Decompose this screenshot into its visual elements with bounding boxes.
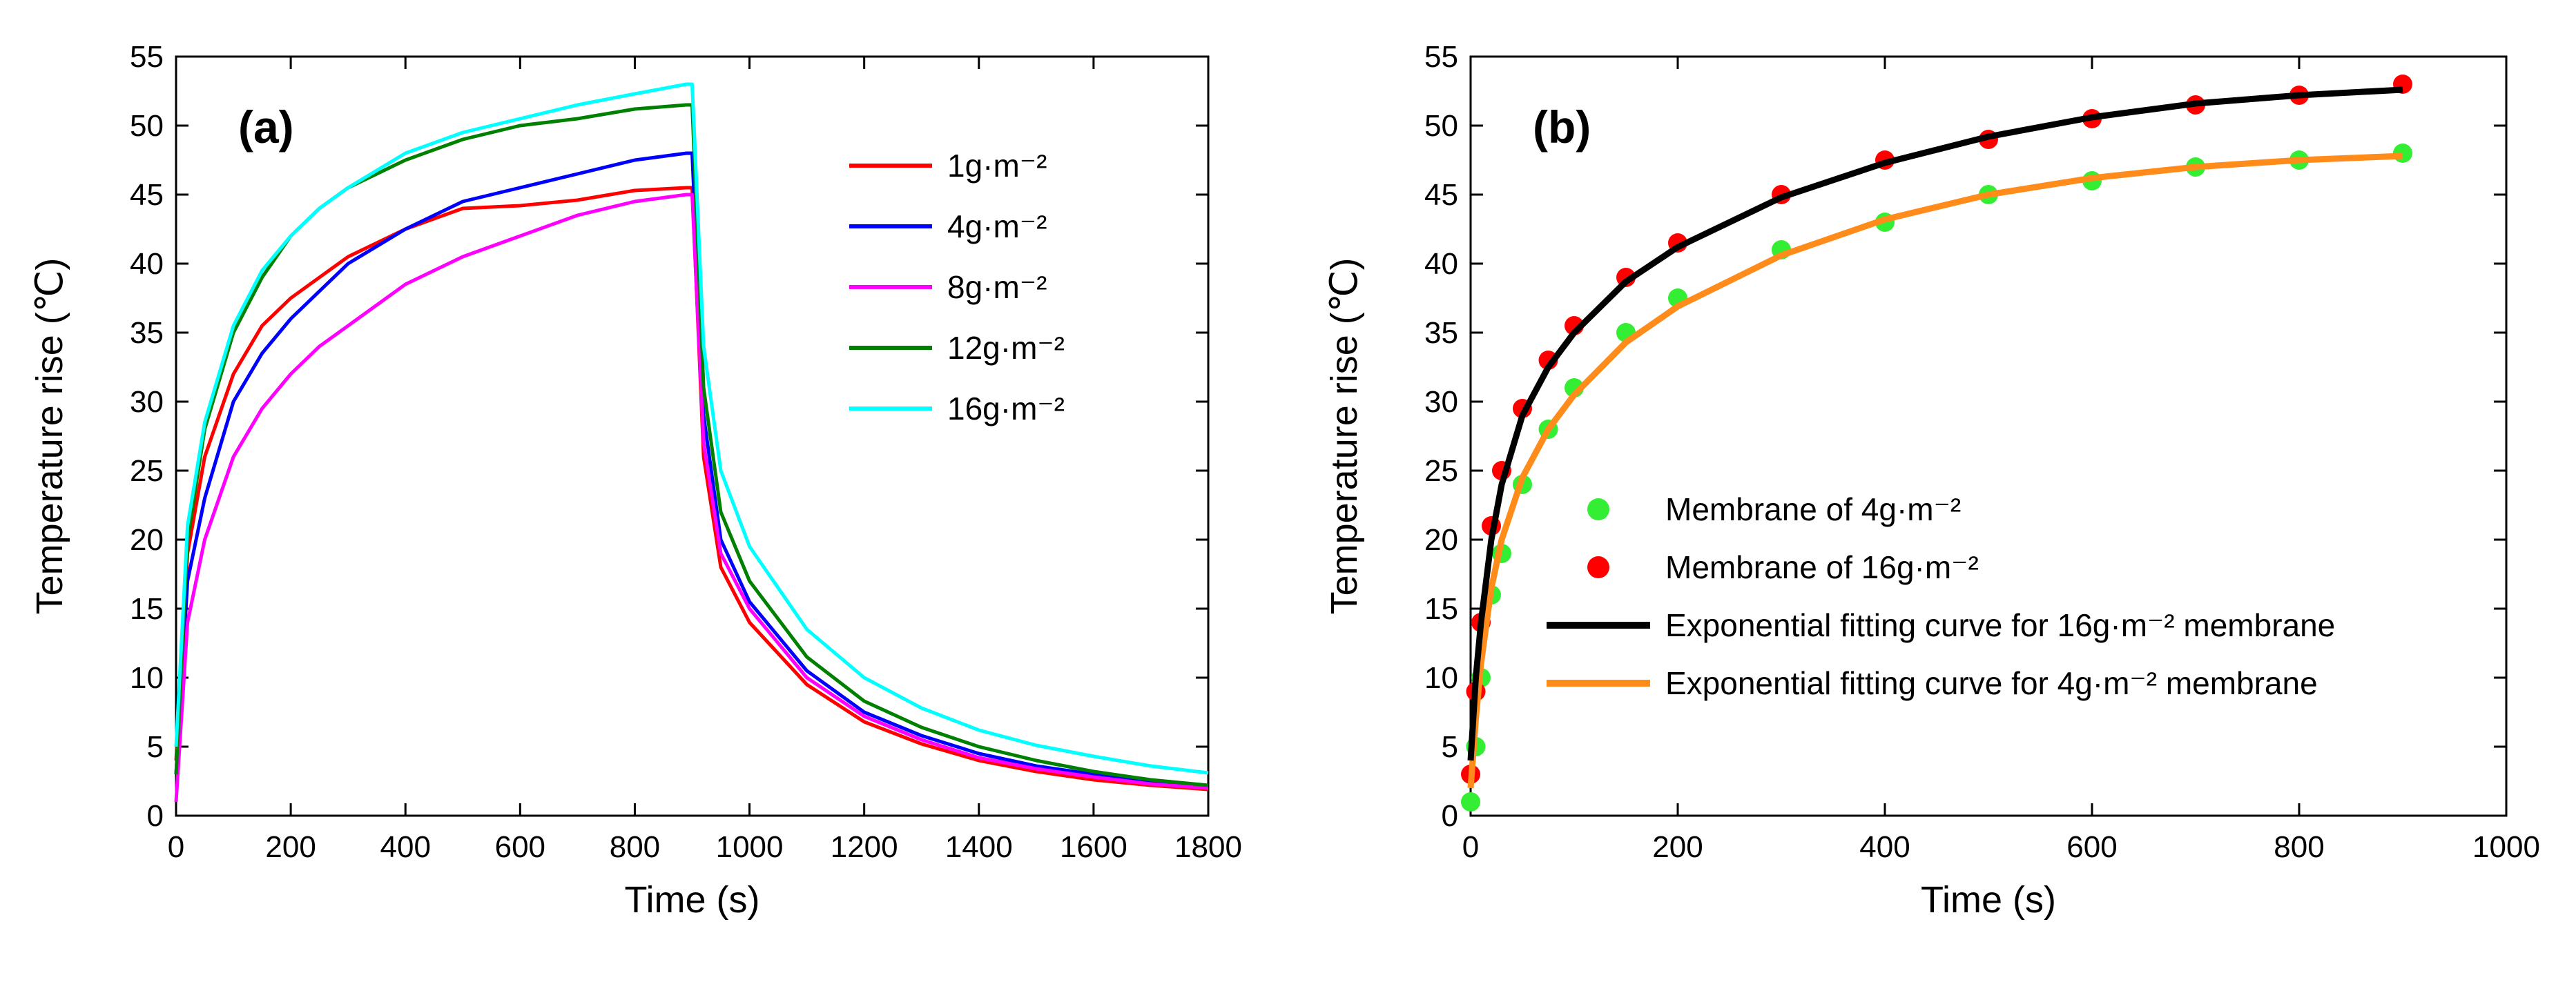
y-tick-label: 0 — [147, 799, 164, 833]
x-tick-label: 1400 — [945, 830, 1013, 864]
y-tick-label: 30 — [1424, 385, 1458, 419]
x-axis-label: Time (s) — [1921, 879, 2056, 921]
x-tick-label: 200 — [265, 830, 316, 864]
y-tick-label: 40 — [1424, 247, 1458, 281]
series-line — [174, 193, 1209, 803]
series-line — [174, 103, 1209, 787]
y-tick-label: 35 — [130, 316, 164, 350]
x-tick-label: 0 — [168, 830, 184, 864]
y-tick-label: 15 — [130, 592, 164, 626]
y-tick-label: 20 — [130, 523, 164, 557]
chart-b: 0 200 400 600 800 1000 0 5 10 15 20 25 30 35 40 45 50 55 T… — [1324, 40, 2540, 921]
legend-label: Membrane of 16g·m⁻² — [1665, 549, 1979, 585]
y-tick-label: 25 — [130, 454, 164, 488]
y-tick-label: 20 — [1424, 523, 1458, 557]
plot-frame — [1469, 55, 2508, 817]
legend-label: 8g·m⁻² — [947, 269, 1047, 305]
legend-swatch — [1587, 498, 1609, 520]
y-tick-label: 30 — [130, 385, 164, 419]
x-tick-label: 800 — [2274, 830, 2324, 864]
legend-label: Exponential fitting curve for 4g·m⁻² mem… — [1665, 665, 2318, 701]
y-tick-label: 5 — [1442, 730, 1458, 764]
x-tick-label: 0 — [1462, 830, 1479, 864]
series-line — [1467, 86, 2403, 761]
legend-label: 4g·m⁻² — [947, 208, 1047, 244]
y-tick-label: 55 — [130, 40, 164, 74]
y-axis-label: Temperature rise (℃) — [29, 258, 70, 615]
series-line — [1467, 153, 2403, 789]
series-line — [174, 82, 1209, 775]
y-tick-label: 0 — [1442, 799, 1458, 833]
x-tick-label: 600 — [495, 830, 545, 864]
legend-label: Membrane of 4g·m⁻² — [1665, 491, 1961, 527]
x-tick-label: 1000 — [716, 830, 784, 864]
series-line — [174, 151, 1209, 789]
x-tick-label: 400 — [1859, 830, 1910, 864]
y-tick-label: 25 — [1424, 454, 1458, 488]
data-point — [1461, 792, 1480, 812]
y-tick-label: 5 — [147, 730, 164, 764]
y-tick-label: 50 — [1424, 109, 1458, 143]
legend-label: 16g·m⁻² — [947, 391, 1065, 426]
x-axis-label: Time (s) — [625, 879, 760, 921]
x-tick-label: 1800 — [1174, 830, 1242, 864]
y-tick-label: 15 — [1424, 592, 1458, 626]
y-tick-label: 40 — [130, 247, 164, 281]
y-tick-label: 10 — [1424, 661, 1458, 695]
x-tick-label: 1600 — [1060, 830, 1127, 864]
legend-swatch — [1587, 556, 1609, 578]
x-tick-label: 400 — [380, 830, 431, 864]
y-tick-label: 10 — [130, 661, 164, 695]
panel-label: (a) — [238, 101, 294, 153]
y-tick-label: 35 — [1424, 316, 1458, 350]
x-tick-label: 1000 — [2472, 830, 2540, 864]
legend-label: Exponential fitting curve for 16g·m⁻² me… — [1665, 607, 2335, 643]
panel-label: (b) — [1533, 101, 1591, 153]
plot-frame — [175, 55, 1210, 817]
x-tick-label: 800 — [610, 830, 660, 864]
series-line — [174, 186, 1209, 792]
y-axis-label: Temperature rise (℃) — [1324, 258, 1365, 615]
chart-a: 0 200 400 600 800 1000 1200 1400 1600 1800 0 5 10 15 2… — [29, 40, 1242, 921]
legend-label: 1g·m⁻² — [947, 148, 1047, 184]
x-tick-label: 1200 — [831, 830, 898, 864]
x-tick-label: 600 — [2066, 830, 2117, 864]
legend-label: 12g·m⁻² — [947, 330, 1065, 366]
y-tick-label: 50 — [130, 109, 164, 143]
y-tick-label: 45 — [130, 178, 164, 212]
y-tick-label: 45 — [1424, 178, 1458, 212]
x-tick-label: 200 — [1652, 830, 1703, 864]
y-tick-label: 55 — [1424, 40, 1458, 74]
